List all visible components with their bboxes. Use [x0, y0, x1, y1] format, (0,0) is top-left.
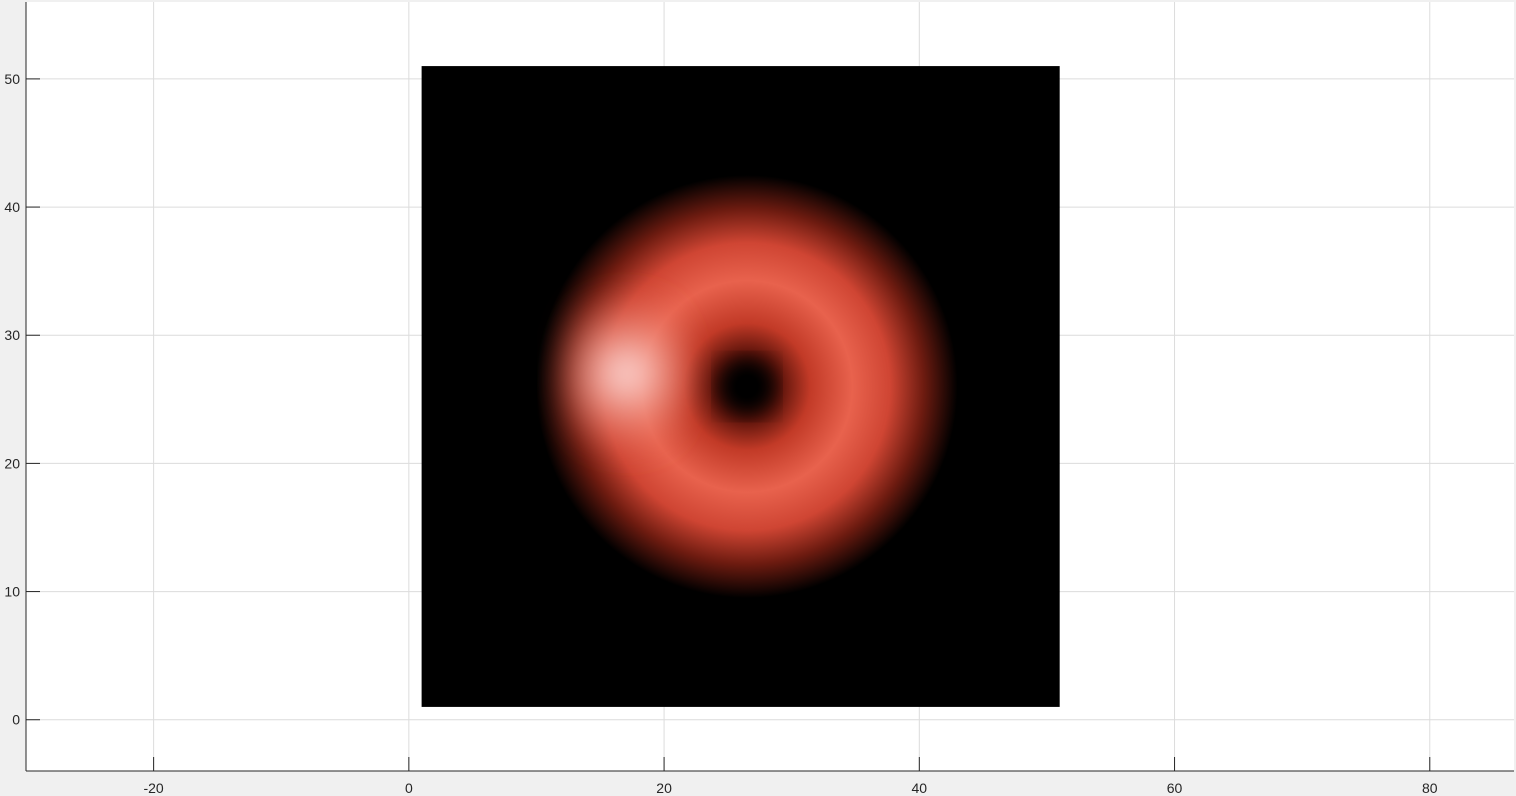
- heatmap-image: [421, 66, 1060, 707]
- y-tick-label: 40: [4, 199, 20, 215]
- y-tick-label: 0: [12, 712, 20, 728]
- x-tick-label: 40: [912, 780, 928, 796]
- x-tick-label: 20: [656, 780, 672, 796]
- y-tick-label: 50: [4, 71, 20, 87]
- x-tick-label: 0: [405, 780, 413, 796]
- x-tick-label: -20: [143, 780, 163, 796]
- axis-ticks: -20 0 20 40 60 80 0 10 20 30 40 50: [4, 71, 1437, 796]
- axes-frame: [25, 2, 1514, 772]
- ring-highlight: [562, 264, 689, 484]
- ring-hole: [721, 360, 773, 413]
- y-tick-label: 30: [4, 327, 20, 343]
- y-tick-label: 10: [4, 584, 20, 600]
- y-tick-label: 20: [4, 455, 20, 471]
- x-tick-label: 60: [1167, 780, 1183, 796]
- x-tick-label: 80: [1422, 780, 1438, 796]
